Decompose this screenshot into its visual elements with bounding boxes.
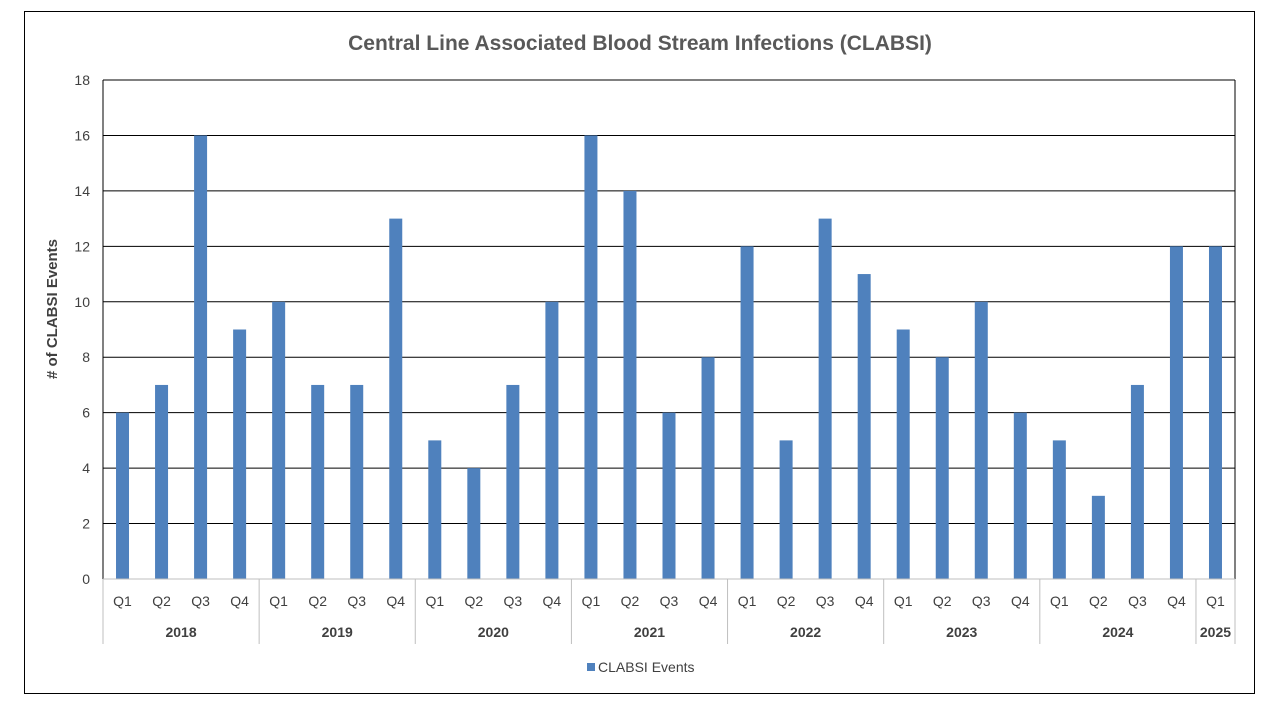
bar-2025-q1 bbox=[1208, 246, 1222, 580]
year-label: 2024 bbox=[1102, 624, 1133, 640]
y-tick-label: 16 bbox=[74, 127, 90, 143]
bar-2018-q1 bbox=[116, 412, 130, 579]
quarter-label: Q4 bbox=[1011, 593, 1030, 609]
y-tick-label: 10 bbox=[74, 294, 90, 310]
quarter-label: Q1 bbox=[113, 593, 132, 609]
quarter-label: Q4 bbox=[1167, 593, 1186, 609]
bar-2022-q1 bbox=[740, 246, 754, 580]
quarter-label: Q2 bbox=[1089, 593, 1108, 609]
legend: CLABSI Events bbox=[587, 659, 695, 675]
bar-2024-q4 bbox=[1169, 246, 1183, 580]
quarter-label: Q2 bbox=[621, 593, 640, 609]
bar-2024-q3 bbox=[1130, 384, 1144, 579]
gridlines bbox=[102, 79, 1236, 579]
bar-2023-q1 bbox=[896, 329, 910, 579]
year-label: 2020 bbox=[478, 624, 509, 640]
bar-2021-q3 bbox=[662, 412, 676, 579]
year-label: 2018 bbox=[165, 624, 196, 640]
quarter-label: Q2 bbox=[152, 593, 171, 609]
year-label: 2022 bbox=[790, 624, 821, 640]
bar-2023-q4 bbox=[1013, 412, 1027, 579]
legend-label: CLABSI Events bbox=[598, 659, 695, 675]
bar-2021-q2 bbox=[623, 190, 637, 579]
quarter-label: Q2 bbox=[464, 593, 483, 609]
quarter-label: Q2 bbox=[308, 593, 327, 609]
quarter-label: Q4 bbox=[699, 593, 718, 609]
quarter-label: Q4 bbox=[543, 593, 562, 609]
y-tick-label: 4 bbox=[82, 460, 90, 476]
bar-2024-q2 bbox=[1091, 495, 1105, 579]
quarter-label: Q4 bbox=[386, 593, 405, 609]
y-tick-label: 12 bbox=[74, 238, 90, 254]
y-axis-ticks: 0 2 4 6 8 10 12 14 16 18 bbox=[74, 72, 90, 587]
year-label: 2023 bbox=[946, 624, 977, 640]
quarter-label: Q1 bbox=[425, 593, 444, 609]
bars bbox=[116, 135, 1222, 580]
bar-2022-q2 bbox=[779, 440, 793, 579]
quarter-label: Q4 bbox=[230, 593, 249, 609]
legend-swatch bbox=[587, 663, 595, 671]
year-label: 2025 bbox=[1200, 624, 1231, 640]
bar-2018-q3 bbox=[194, 135, 208, 579]
y-axis-label: # of CLABSI Events bbox=[44, 239, 61, 379]
bar-2023-q3 bbox=[974, 301, 988, 579]
y-tick-label: 2 bbox=[82, 516, 90, 532]
quarter-label: Q1 bbox=[738, 593, 757, 609]
y-tick-label: 18 bbox=[74, 72, 90, 88]
chart-title: Central Line Associated Blood Stream Inf… bbox=[348, 32, 932, 55]
year-label: 2021 bbox=[634, 624, 665, 640]
bar-2020-q4 bbox=[545, 301, 559, 579]
quarter-label: Q3 bbox=[347, 593, 366, 609]
quarter-label: Q2 bbox=[933, 593, 952, 609]
bar-2021-q1 bbox=[584, 135, 598, 579]
y-tick-label: 14 bbox=[74, 183, 90, 199]
year-label: 2019 bbox=[322, 624, 353, 640]
quarter-label: Q3 bbox=[191, 593, 210, 609]
quarter-label: Q3 bbox=[1128, 593, 1147, 609]
bar-2023-q2 bbox=[935, 357, 949, 579]
quarter-label: Q1 bbox=[1206, 593, 1225, 609]
quarter-label: Q4 bbox=[855, 593, 874, 609]
bar-2024-q1 bbox=[1052, 440, 1066, 579]
quarter-label: Q3 bbox=[504, 593, 523, 609]
bar-2021-q4 bbox=[701, 357, 715, 579]
quarter-label: Q1 bbox=[269, 593, 288, 609]
quarter-label: Q3 bbox=[816, 593, 835, 609]
bar-2019-q2 bbox=[311, 384, 325, 579]
bar-2020-q2 bbox=[467, 468, 481, 579]
bar-2019-q1 bbox=[272, 301, 286, 579]
quarter-label: Q1 bbox=[1050, 593, 1069, 609]
quarter-label: Q2 bbox=[777, 593, 796, 609]
bar-2022-q3 bbox=[818, 218, 832, 579]
bar-2019-q4 bbox=[389, 218, 403, 579]
y-tick-label: 0 bbox=[82, 571, 90, 587]
x-axis: Q1 Q2 Q3 Q4 Q1 Q2 Q3 Q4 Q1 Q2 Q3 Q4 Q1 Q2 Q3 Q4 Q1 Q2 Q3 Q4… bbox=[102, 578, 1236, 644]
y-tick-label: 8 bbox=[82, 349, 90, 365]
y-tick-label: 6 bbox=[82, 405, 90, 421]
bar-2020-q3 bbox=[506, 384, 520, 579]
bar-2019-q3 bbox=[350, 384, 364, 579]
chart-border bbox=[24, 11, 1255, 694]
bar-2022-q4 bbox=[857, 274, 871, 579]
bar-2018-q2 bbox=[155, 384, 169, 579]
bar-2018-q4 bbox=[233, 329, 247, 579]
bar-2020-q1 bbox=[428, 440, 442, 579]
quarter-label: Q1 bbox=[894, 593, 913, 609]
quarter-label: Q3 bbox=[660, 593, 679, 609]
quarter-label: Q1 bbox=[582, 593, 601, 609]
quarter-label: Q3 bbox=[972, 593, 991, 609]
